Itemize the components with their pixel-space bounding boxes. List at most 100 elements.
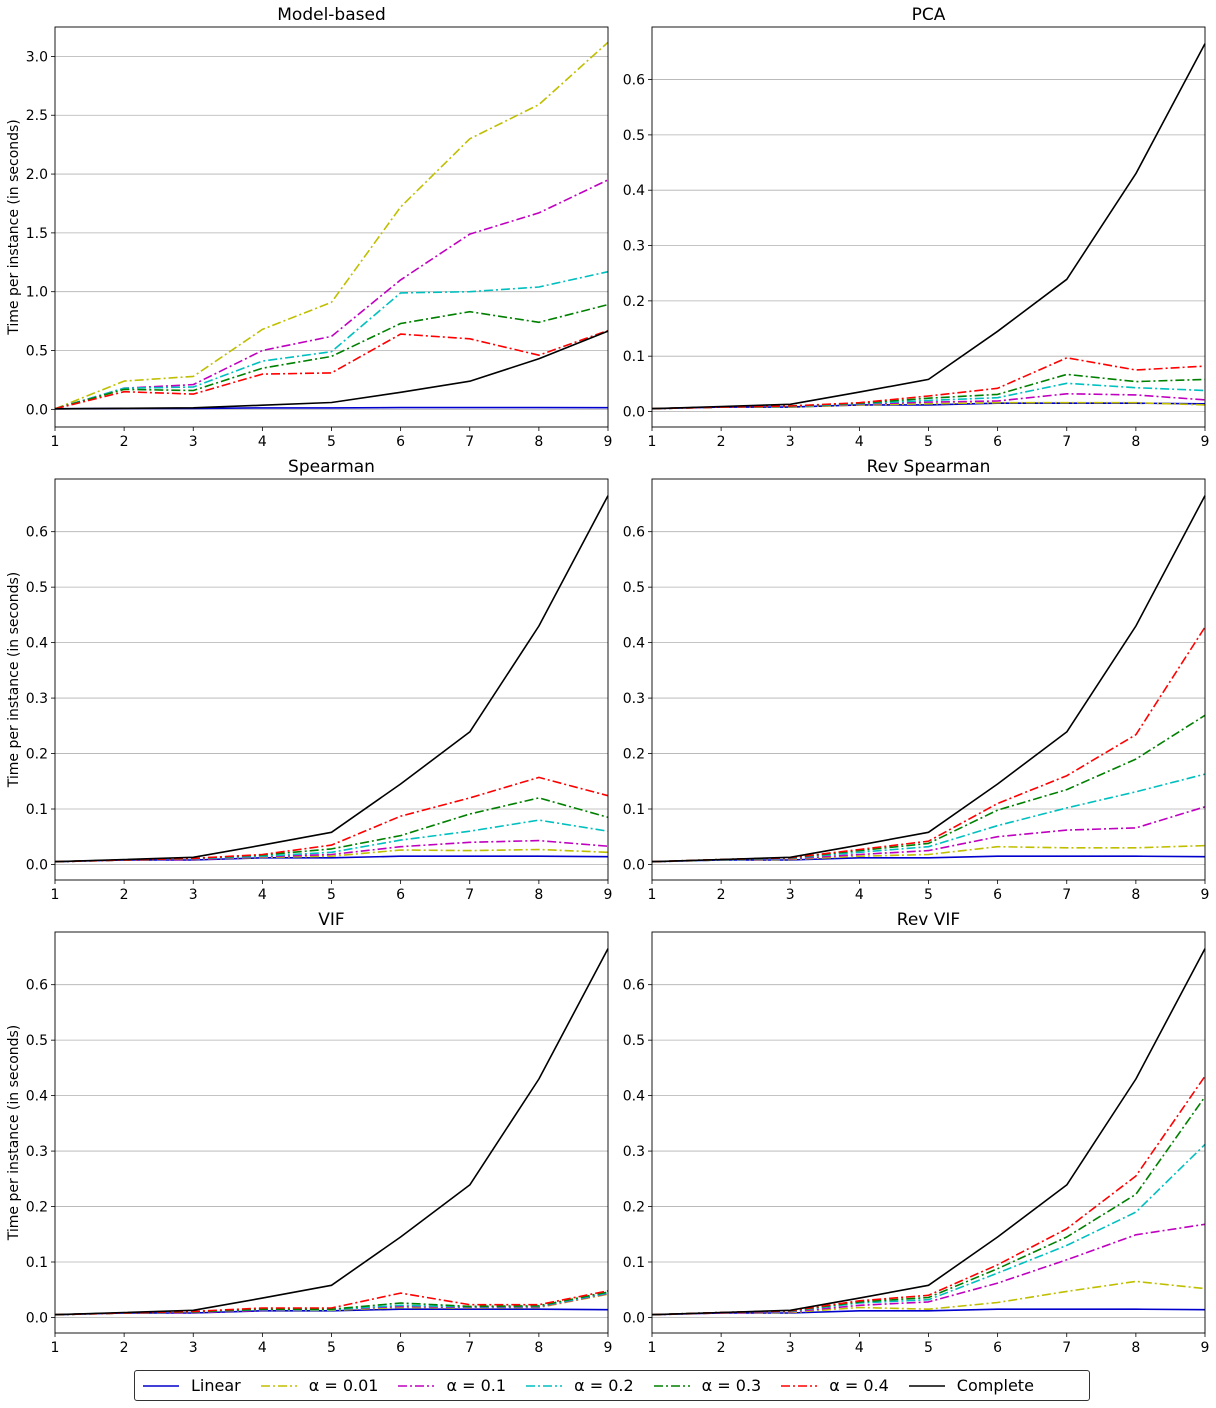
x-tick-label: 4	[855, 434, 864, 450]
x-tick-label: 6	[993, 1340, 1002, 1356]
x-tick-label: 4	[258, 1340, 267, 1356]
y-tick-label: 0.4	[623, 636, 645, 652]
y-axis-label: Time per instance (in seconds)	[6, 119, 22, 336]
x-tick-label: 4	[258, 434, 267, 450]
chart-title: Rev Spearman	[867, 457, 991, 477]
x-tick-label: 9	[604, 434, 613, 450]
legend-swatch-alpha-03	[653, 1384, 690, 1387]
legend-item-alpha-01: α = 0.1	[396, 1370, 506, 1401]
x-tick-label: 5	[327, 434, 336, 450]
y-tick-label: 0.0	[623, 857, 645, 873]
x-tick-label: 8	[534, 887, 543, 903]
x-tick-label: 2	[120, 1340, 129, 1356]
legend-label-alpha-001: α = 0.01	[308, 1376, 379, 1395]
y-tick-label: 0.2	[623, 1200, 645, 1216]
chart-panel-3: 0.0 0.1 0.2 0.3 0.4 0.5 0.6 1 2 3 4 5 6 7 8 9 Rev Spearm…	[623, 457, 1210, 903]
y-axis-label: Time per instance (in seconds)	[6, 1025, 22, 1242]
y-tick-label: 0.2	[623, 294, 645, 310]
y-tick-label: 0.3	[623, 691, 645, 707]
series-line-a01	[651, 806, 1206, 863]
series-line-a04	[651, 356, 1206, 410]
chart-title: PCA	[912, 5, 946, 25]
series-line-complete	[651, 495, 1206, 863]
x-tick-label: 9	[604, 887, 613, 903]
series-line-complete	[54, 948, 609, 1316]
legend-label-alpha-02: α = 0.2	[574, 1376, 634, 1395]
y-tick-label: 0.2	[623, 747, 645, 763]
y-tick-label: 0.1	[26, 802, 48, 818]
series-line-complete	[54, 330, 609, 410]
y-axis-label: Time per instance (in seconds)	[6, 572, 22, 789]
y-tick-label: 0.3	[26, 1144, 48, 1160]
y-tick-label: 0.4	[623, 1089, 645, 1105]
y-tick-label: 0.5	[26, 580, 48, 596]
chart-title: Model-based	[277, 5, 386, 25]
y-tick-label: 0.0	[623, 405, 645, 421]
y-tick-label: 0.3	[26, 691, 48, 707]
legend-label-alpha-04: α = 0.4	[829, 1376, 889, 1395]
y-tick-label: 0.6	[623, 525, 645, 541]
chart-panel-5: 0.0 0.1 0.2 0.3 0.4 0.5 0.6 1 2 3 4 5 6 7 8 9 Rev VIF	[623, 910, 1210, 1356]
series-line-a02	[54, 270, 609, 410]
x-tick-label: 7	[1062, 434, 1071, 450]
x-tick-label: 8	[534, 1340, 543, 1356]
x-tick-label: 9	[604, 1340, 613, 1356]
y-tick-label: 0.6	[623, 978, 645, 994]
series-line-a02	[651, 1143, 1206, 1316]
x-tick-label: 3	[786, 434, 795, 450]
y-tick-label: 0.0	[26, 1310, 48, 1326]
y-tick-label: 1.5	[26, 226, 48, 242]
legend-item-alpha-02: α = 0.2	[524, 1370, 634, 1401]
legend-label-alpha-03: α = 0.3	[701, 1376, 762, 1395]
x-tick-label: 5	[924, 1340, 933, 1356]
x-tick-label: 6	[993, 434, 1002, 450]
legend-swatch-alpha-001	[260, 1384, 297, 1387]
y-tick-label: 0.3	[623, 1144, 645, 1160]
series-line-a03	[651, 714, 1206, 863]
series-line-a04	[54, 329, 609, 410]
x-tick-label: 9	[1201, 1340, 1210, 1356]
x-tick-label: 5	[924, 434, 933, 450]
axes-frame	[54, 478, 609, 881]
x-tick-label: 9	[1201, 434, 1210, 450]
y-tick-label: 0.0	[623, 1310, 645, 1326]
series-line-a03	[651, 1096, 1206, 1316]
x-tick-label: 1	[51, 1340, 60, 1356]
y-tick-label: 0.5	[26, 1033, 48, 1049]
y-tick-label: 0.5	[623, 580, 645, 596]
x-tick-label: 8	[534, 434, 543, 450]
x-tick-label: 1	[648, 1340, 657, 1356]
y-tick-label: 0.4	[26, 636, 48, 652]
series-line-a01	[54, 179, 609, 410]
x-tick-label: 4	[258, 887, 267, 903]
series-line-a03	[54, 303, 609, 410]
legend-label-linear: Linear	[191, 1376, 241, 1395]
chart-title: Spearman	[288, 457, 375, 477]
x-tick-label: 7	[465, 1340, 474, 1356]
x-tick-label: 7	[465, 887, 474, 903]
y-tick-label: 0.2	[26, 747, 48, 763]
y-tick-label: 0.6	[26, 978, 48, 994]
y-tick-label: 0.6	[623, 73, 645, 89]
series-line-a01	[651, 1223, 1206, 1316]
legend-item-alpha-03: α = 0.3	[652, 1370, 762, 1401]
series-line-a02	[651, 773, 1206, 863]
y-tick-label: 0.1	[623, 1255, 645, 1271]
y-tick-label: 2.0	[26, 167, 48, 183]
x-tick-label: 5	[924, 887, 933, 903]
x-tick-label: 3	[189, 1340, 198, 1356]
x-tick-label: 3	[786, 1340, 795, 1356]
y-tick-label: 0.1	[26, 1255, 48, 1271]
x-tick-label: 2	[717, 1340, 726, 1356]
y-tick-label: 2.5	[26, 108, 48, 124]
legend-item-linear: Linear	[141, 1370, 241, 1401]
y-tick-label: 0.5	[623, 1033, 645, 1049]
chart-panel-1: 0.0 0.1 0.2 0.3 0.4 0.5 0.6 1 2 3 4 5 6 7 8 9 PCA	[623, 5, 1210, 450]
series-line-complete	[54, 495, 609, 863]
x-tick-label: 9	[1201, 887, 1210, 903]
x-tick-label: 2	[120, 434, 129, 450]
x-tick-label: 3	[786, 887, 795, 903]
series-line-a04	[651, 626, 1206, 863]
x-tick-label: 4	[855, 887, 864, 903]
chart-title: Rev VIF	[897, 910, 960, 930]
